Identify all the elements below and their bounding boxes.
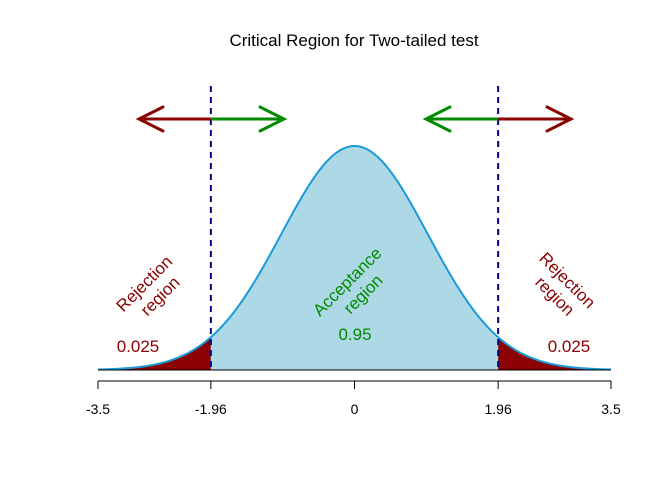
left-rejection-prob: 0.025 <box>117 337 160 356</box>
chart-title: Critical Region for Two-tailed test <box>229 31 478 50</box>
x-tick-label-2: 0 <box>351 401 359 417</box>
left-arrow-inner-head <box>258 105 288 133</box>
x-tick-label-0: -3.5 <box>86 401 110 417</box>
x-tick-label-4: 3.5 <box>601 401 621 417</box>
acceptance-prob: 0.95 <box>338 325 371 344</box>
x-axis: -3.5 -1.96 0 1.96 3.5 <box>86 380 621 417</box>
right-arrow-inner-head <box>422 105 452 133</box>
rejection-area-right <box>498 337 611 370</box>
left-rejection-label: Rejection region <box>113 249 194 330</box>
x-tick-label-3: 1.96 <box>485 401 512 417</box>
acceptance-area <box>210 146 499 370</box>
right-rejection-prob: 0.025 <box>548 337 591 356</box>
left-arrow-outer-head <box>135 105 165 133</box>
right-rejection-label: Rejection region <box>521 249 602 330</box>
region-areas <box>98 146 611 370</box>
x-tick-label-1: -1.96 <box>195 401 227 417</box>
density-curve <box>97 144 612 371</box>
direction-arrows <box>135 105 575 133</box>
region-annotations: Rejection region 0.025 Acceptance region… <box>113 244 602 356</box>
rejection-area-left <box>98 337 211 370</box>
right-arrow-outer-head <box>545 105 575 133</box>
